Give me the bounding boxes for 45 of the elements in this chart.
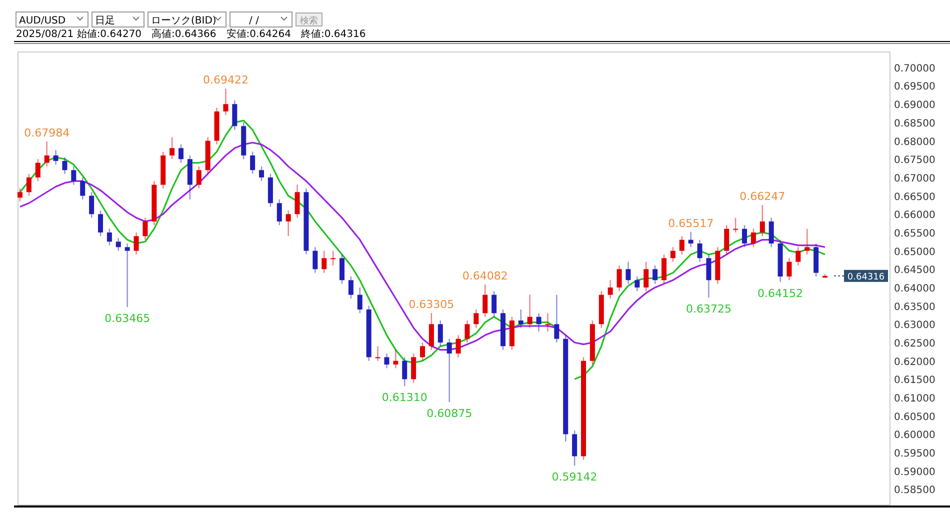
button: 検索 xyxy=(296,12,322,26)
y-tick-label: 0.67500 xyxy=(894,155,936,166)
y-tick-label: 0.64500 xyxy=(894,265,936,276)
y-tick-label: 0.68000 xyxy=(894,136,936,148)
dropdown: 日足 xyxy=(92,12,144,28)
y-tick-label: 0.70000 xyxy=(894,63,936,74)
y-tick-label: 0.62500 xyxy=(894,338,936,350)
y-tick-label: 0.60500 xyxy=(894,412,936,423)
dropdown: AUD/USD xyxy=(16,12,88,28)
annotation: 0.63725 xyxy=(686,302,732,316)
y-tick-label: 0.68500 xyxy=(894,118,936,130)
y-tick-label: 0.61000 xyxy=(894,394,936,405)
y-tick-label: 0.61500 xyxy=(894,375,936,386)
annotation: 0.63465 xyxy=(104,312,150,326)
annotation: 0.66247 xyxy=(740,190,786,204)
y-tick-label: 0.69500 xyxy=(894,82,936,93)
y-tick-label: 0.66000 xyxy=(894,210,936,222)
annotation: 0.63305 xyxy=(408,298,454,311)
annotation: 0.60875 xyxy=(426,407,472,420)
annotation: 0.64152 xyxy=(758,286,804,300)
y-tick-label: 0.69000 xyxy=(894,100,936,112)
annotation: 0.64082 xyxy=(462,269,508,282)
y-tick-label: 0.60000 xyxy=(894,430,936,442)
y-tick-label: 0.65500 xyxy=(894,228,936,240)
annotation: 0.67984 xyxy=(24,126,70,140)
y-tick-label: 0.63000 xyxy=(894,320,936,332)
annotation: 0.61310 xyxy=(382,391,428,404)
chart-title: AUD/USD xyxy=(19,16,66,26)
y-tick-label: 0.59000 xyxy=(894,466,936,478)
y-tick-label: 0.65000 xyxy=(894,246,936,258)
y-tick-label: 0.59500 xyxy=(894,448,936,460)
y-tick-label: 0.67000 xyxy=(894,173,936,184)
dropdown: / / xyxy=(230,12,292,28)
dropdown: ローソク(BID) xyxy=(148,12,226,28)
chart-subtitle: 2025/08/21 始値:0.64270 高値:0.64366 安値:0.64264 終値:0.64316 xyxy=(16,28,366,40)
ref-line-label: 0.64316 xyxy=(847,272,885,282)
annotation: 0.59142 xyxy=(552,470,598,484)
y-tick-label: 0.63500 xyxy=(894,302,936,313)
price-tag: 0.64316 xyxy=(844,270,888,282)
annotation: 0.69422 xyxy=(202,74,248,87)
annotation: 0.65517 xyxy=(668,216,714,230)
y-tick-label: 0.66500 xyxy=(894,192,936,203)
y-tick-label: 0.62000 xyxy=(894,356,936,368)
y-tick-label: 0.64000 xyxy=(894,283,936,294)
y-tick-label: 0.58500 xyxy=(894,485,936,496)
